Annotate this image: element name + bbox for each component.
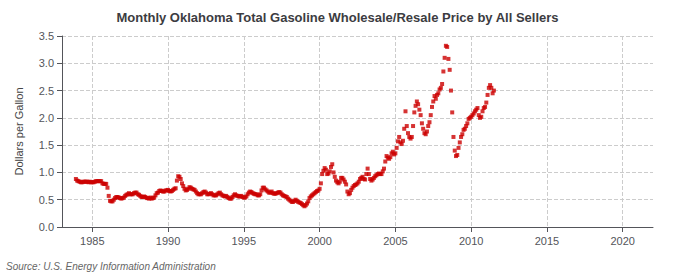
svg-text:1995: 1995 (232, 235, 256, 247)
svg-text:2015: 2015 (535, 235, 559, 247)
svg-text:1.0: 1.0 (39, 166, 54, 178)
svg-text:1985: 1985 (80, 235, 104, 247)
svg-text:2.0: 2.0 (39, 112, 54, 124)
svg-text:1.5: 1.5 (39, 139, 54, 151)
svg-text:2005: 2005 (383, 235, 407, 247)
svg-text:Source: U.S. Energy Informatio: Source: U.S. Energy Information Administ… (6, 261, 216, 272)
svg-text:0.0: 0.0 (39, 221, 54, 233)
svg-text:3.5: 3.5 (39, 30, 54, 42)
svg-text:0.5: 0.5 (39, 194, 54, 206)
svg-text:Monthly Oklahoma Total Gasolin: Monthly Oklahoma Total Gasoline Wholesal… (116, 10, 558, 25)
svg-text:2020: 2020 (610, 235, 634, 247)
svg-text:1990: 1990 (156, 235, 180, 247)
svg-text:2000: 2000 (307, 235, 331, 247)
svg-text:3.0: 3.0 (39, 57, 54, 69)
svg-text:Dollars per Gallon: Dollars per Gallon (13, 87, 25, 175)
svg-text:2010: 2010 (459, 235, 483, 247)
svg-text:2.5: 2.5 (39, 85, 54, 97)
